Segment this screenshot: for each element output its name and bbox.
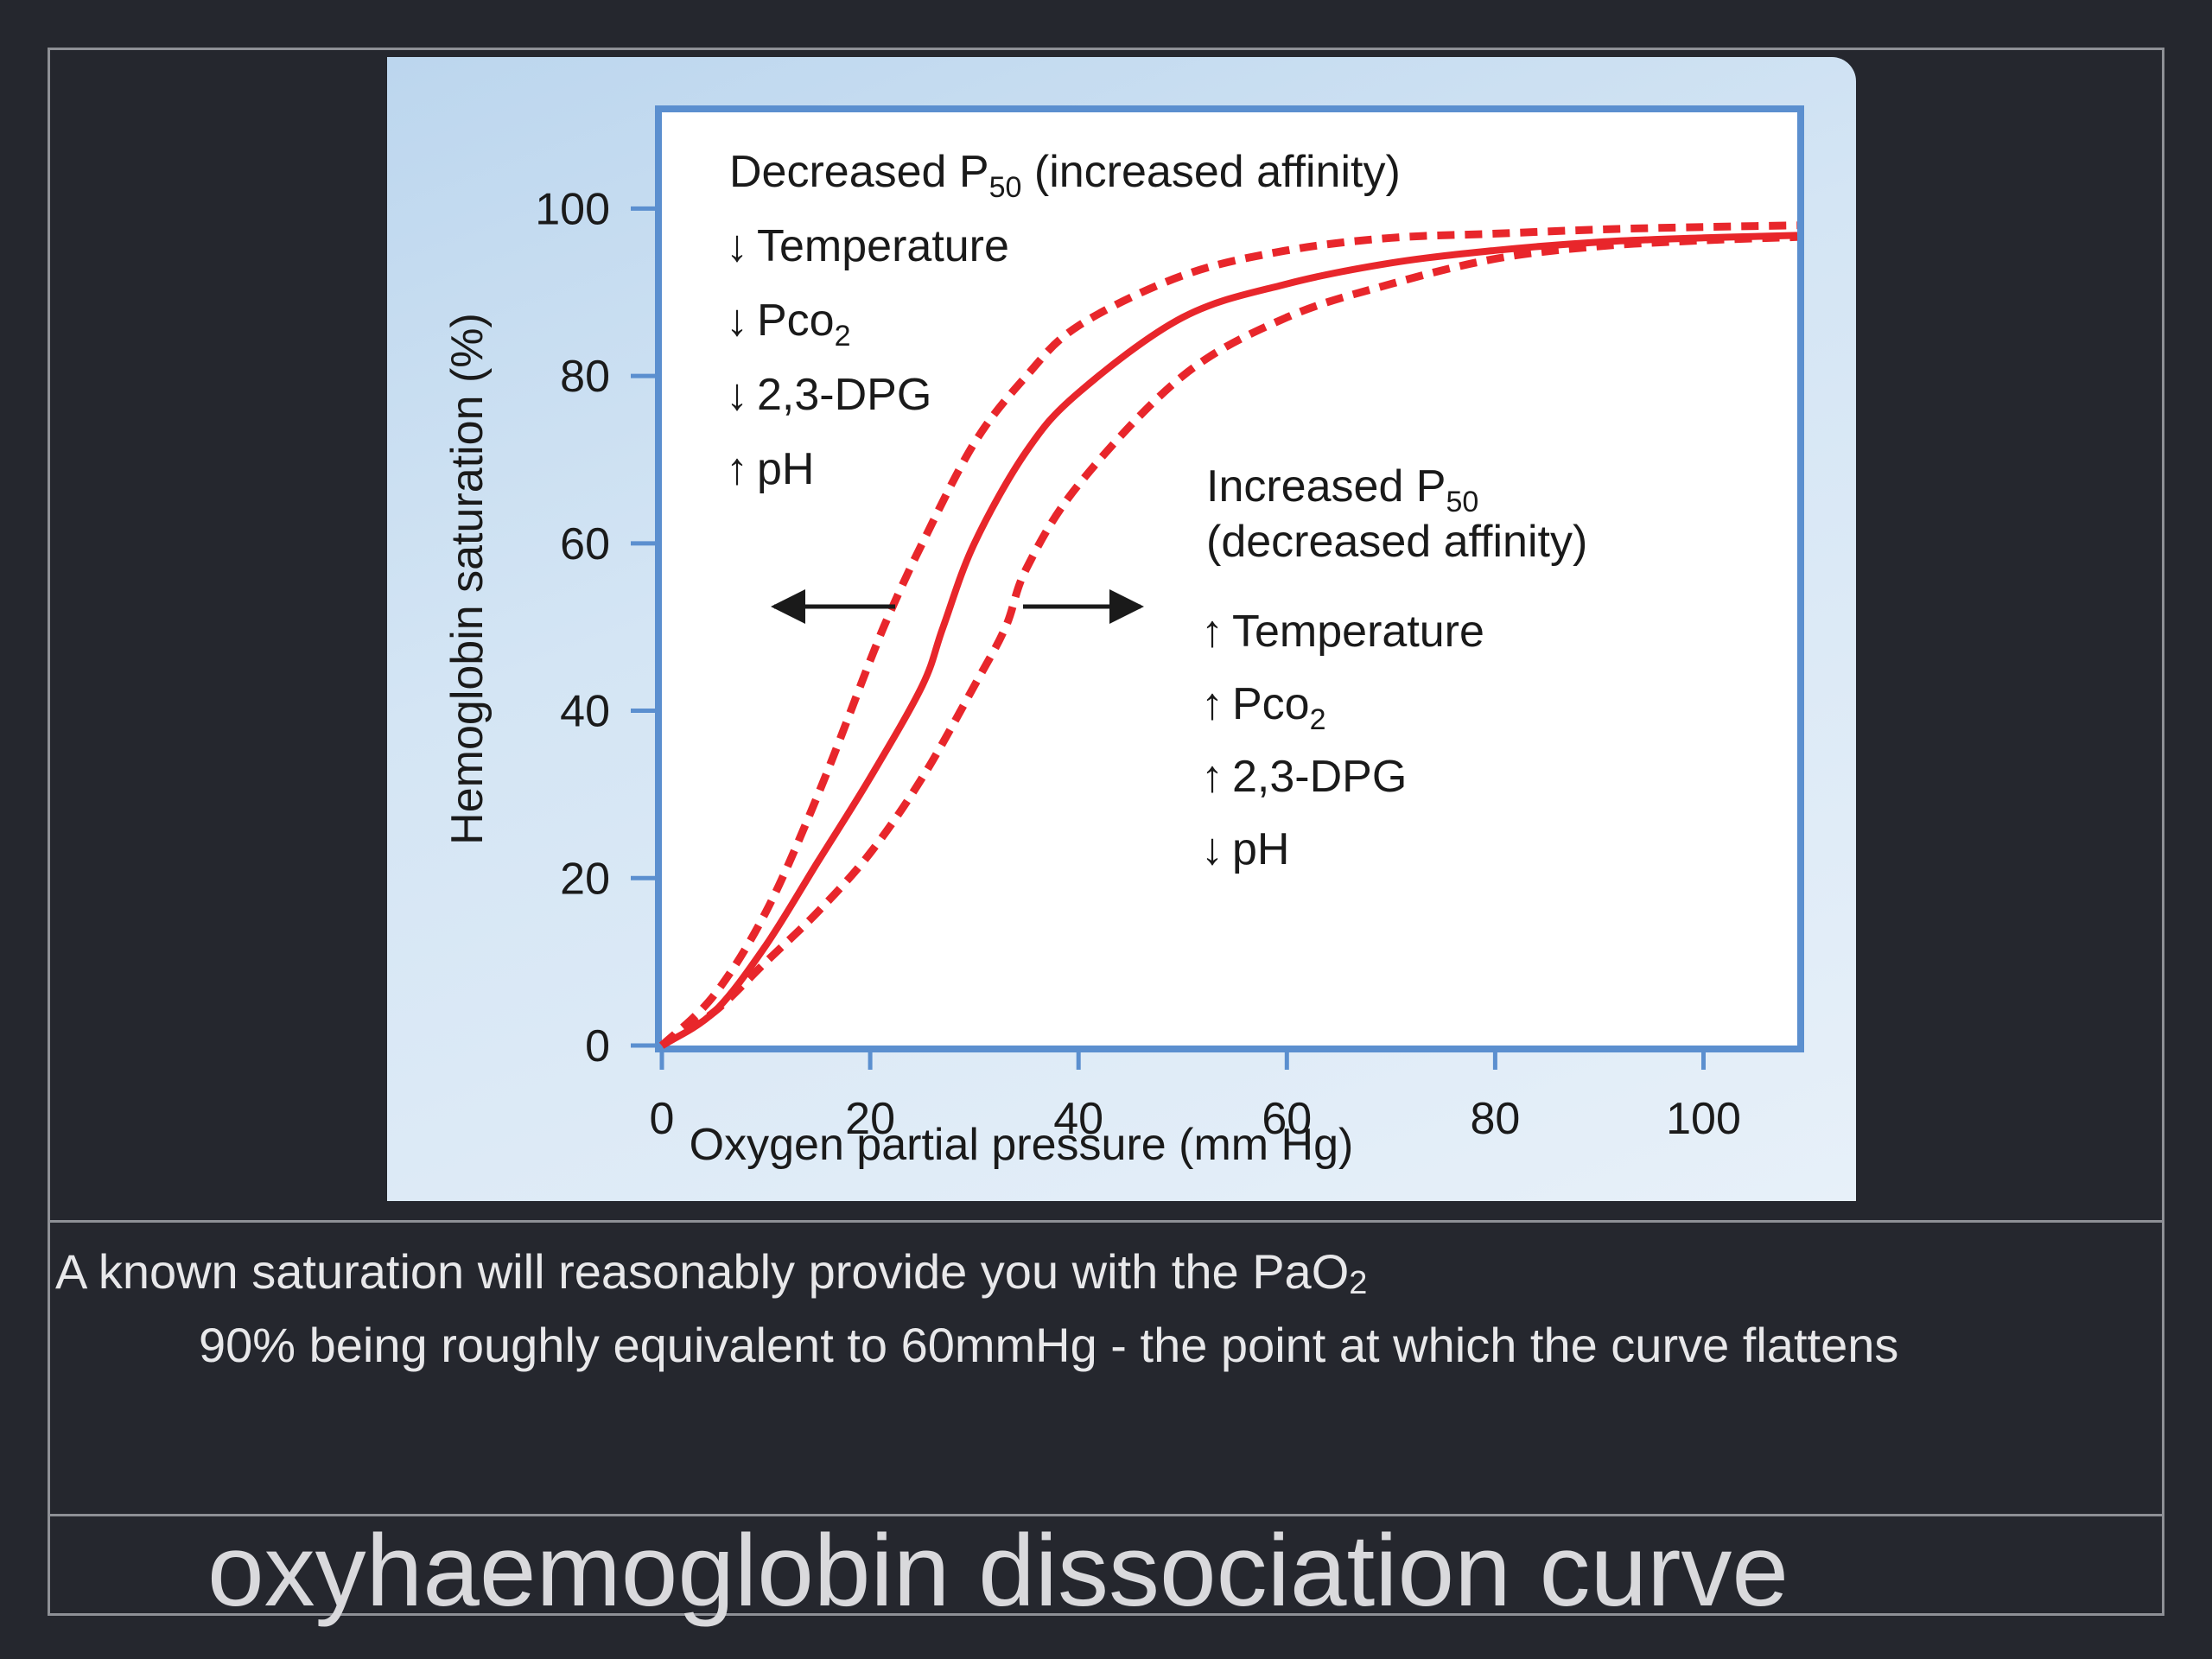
x-tick-label: 40: [1053, 1094, 1103, 1144]
annotation-right-temperature: ↑ Temperature: [1201, 607, 1484, 657]
y-tick-label: 0: [585, 1021, 610, 1071]
x-axis-label: Oxygen partial pressure (mm Hg): [690, 1120, 1354, 1170]
oxygen-dissociation-chart: 0 20 40 60 80 100 0 20 40 60 80 100 Decreased P50 (…: [442, 105, 1804, 1170]
slide-title: oxyhaemoglobin dissociation curve: [207, 1514, 1789, 1628]
caption: A known saturation will reasonably provi…: [55, 1241, 2146, 1376]
figure-card: 0 20 40 60 80 100 0 20 40 60 80 100 Decreased P50 (…: [387, 57, 1856, 1201]
annotation-right: Increased P50 (decreased affinity) ↑ Temp…: [1201, 461, 1587, 874]
annotation-right-title: Increased P50: [1206, 461, 1478, 518]
axes: 0 20 40 60 80 100 0 20 40 60 80 100: [535, 184, 1741, 1144]
plot-area: [655, 105, 1804, 1052]
annotation-left-ph: ↑ pH: [726, 444, 814, 494]
curve-0-dashed: [658, 221, 1798, 1049]
curve-1-solid: [659, 232, 1798, 1049]
annotation-right-title-line2: (decreased affinity): [1206, 517, 1587, 567]
annotation-right-pco2: ↑ Pco2: [1201, 679, 1326, 736]
annotation-left-pco2: ↓ Pco2: [726, 296, 851, 353]
annotation-left-title: Decreased P50 (increased affinity): [729, 147, 1401, 204]
x-tick-label: 20: [845, 1094, 895, 1144]
caption-line-1: A known saturation will reasonably provi…: [55, 1244, 1368, 1301]
annotation-right-ph: ↓ pH: [1201, 824, 1289, 874]
y-tick-label: 40: [560, 687, 610, 737]
annotation-right-dpg: ↑ 2,3-DPG: [1201, 752, 1407, 802]
curves: [658, 221, 1798, 1049]
x-tick-label: 60: [1262, 1094, 1312, 1144]
x-tick-label: 80: [1470, 1094, 1520, 1144]
y-tick-label: 20: [560, 854, 610, 904]
slide-frame: [48, 48, 2164, 1616]
annotation-left-temperature: ↓ Temperature: [726, 221, 1009, 271]
annotation-left: Decreased P50 (increased affinity) ↓ Temp…: [726, 147, 1401, 494]
y-tick-label: 80: [560, 352, 610, 402]
y-tick-label: 100: [535, 184, 610, 234]
caption-line-2: 90% being roughly equivalent to 60mmHg -…: [199, 1318, 1899, 1372]
y-axis-label: Hemoglobin saturation (%): [442, 313, 493, 845]
x-tick-label: 0: [650, 1094, 675, 1144]
x-tick-label: 100: [1666, 1094, 1741, 1144]
frame-divider-bottom: [48, 1514, 2164, 1516]
annotation-left-dpg: ↓ 2,3-DPG: [726, 370, 931, 420]
frame-divider-top: [48, 1220, 2164, 1223]
curve-2-dashed: [659, 232, 1798, 1049]
y-tick-label: 60: [560, 519, 610, 569]
